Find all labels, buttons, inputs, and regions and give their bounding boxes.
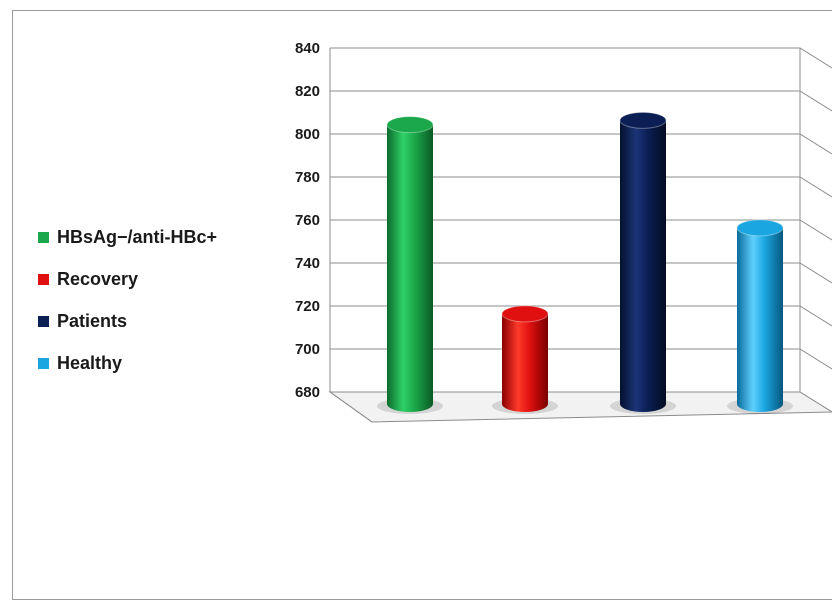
y-tick-label: 800 — [295, 126, 320, 143]
grid-layer — [328, 47, 832, 423]
legend-swatch — [38, 315, 49, 327]
bar-top — [619, 111, 667, 129]
bar — [492, 305, 558, 414]
y-tick-label: 740 — [295, 255, 320, 272]
y-tick-label: 780 — [295, 169, 320, 186]
legend-swatch — [38, 273, 49, 285]
bar-top — [386, 116, 434, 134]
y-tick-label: 700 — [295, 341, 320, 358]
y-tick-label: 720 — [295, 298, 320, 315]
bar-layer — [377, 111, 793, 414]
bar-body — [737, 227, 783, 412]
y-tick-label: 760 — [295, 212, 320, 229]
y-tick-label: 820 — [295, 83, 320, 100]
legend: HBsAg−/anti-HBc+ Recovery Patients Healt… — [38, 225, 217, 375]
legend-item: Healthy — [38, 351, 217, 375]
gridline — [330, 90, 832, 112]
y-tick-label: 840 — [295, 40, 320, 57]
legend-label: HBsAg−/anti-HBc+ — [57, 226, 218, 247]
legend-label: Recovery — [57, 268, 139, 289]
y-tick-label: 680 — [295, 384, 320, 401]
bar — [727, 219, 793, 414]
legend-label: Patients — [57, 310, 128, 331]
legend-swatch — [38, 231, 49, 243]
bar — [377, 116, 443, 414]
floor-left-edge — [329, 391, 373, 423]
legend-label: Healthy — [57, 352, 123, 373]
gridline — [330, 47, 832, 69]
bar-body — [620, 120, 666, 412]
bar-top — [501, 305, 549, 323]
legend-item: HBsAg−/anti-HBc+ — [38, 225, 217, 249]
bar — [610, 111, 676, 414]
legend-item: Patients — [38, 309, 217, 333]
legend-swatch — [38, 357, 49, 369]
bar-top — [736, 219, 784, 237]
bar-body — [502, 313, 548, 412]
legend-item: Recovery — [38, 267, 217, 291]
bar-body — [387, 124, 433, 413]
y-tick-labels: 680 700 720 740 760 780 800 820 840 — [295, 40, 320, 401]
